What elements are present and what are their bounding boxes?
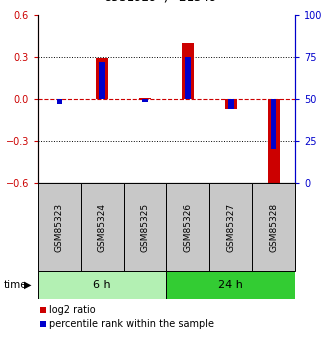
Bar <box>96 58 108 99</box>
Text: GSM85324: GSM85324 <box>98 203 107 252</box>
Bar <box>268 99 280 186</box>
Text: log2 ratio: log2 ratio <box>49 305 96 315</box>
FancyBboxPatch shape <box>167 271 295 299</box>
Text: GDS1929 / 21349: GDS1929 / 21349 <box>104 0 217 4</box>
Bar <box>100 62 105 99</box>
Bar <box>142 99 148 102</box>
FancyBboxPatch shape <box>81 183 124 271</box>
Bar <box>40 307 46 313</box>
Bar <box>228 99 234 109</box>
FancyBboxPatch shape <box>38 271 167 299</box>
Text: GSM85328: GSM85328 <box>269 203 278 252</box>
Bar <box>225 99 237 109</box>
FancyBboxPatch shape <box>209 183 252 271</box>
Text: 6 h: 6 h <box>93 280 111 290</box>
Text: 24 h: 24 h <box>218 280 243 290</box>
Text: GSM85323: GSM85323 <box>55 203 64 252</box>
Text: time: time <box>3 280 27 290</box>
Bar <box>40 321 46 327</box>
Text: GSM85325: GSM85325 <box>141 203 150 252</box>
Text: ▶: ▶ <box>24 280 31 290</box>
Bar <box>56 99 62 104</box>
FancyBboxPatch shape <box>167 183 209 271</box>
FancyBboxPatch shape <box>252 183 295 271</box>
Bar <box>271 99 276 149</box>
FancyBboxPatch shape <box>124 183 167 271</box>
Text: GSM85326: GSM85326 <box>183 203 192 252</box>
Bar <box>185 57 191 99</box>
Text: GSM85327: GSM85327 <box>226 203 235 252</box>
Text: percentile rank within the sample: percentile rank within the sample <box>49 319 214 329</box>
Bar <box>182 43 194 99</box>
Bar <box>139 98 151 99</box>
FancyBboxPatch shape <box>38 183 81 271</box>
